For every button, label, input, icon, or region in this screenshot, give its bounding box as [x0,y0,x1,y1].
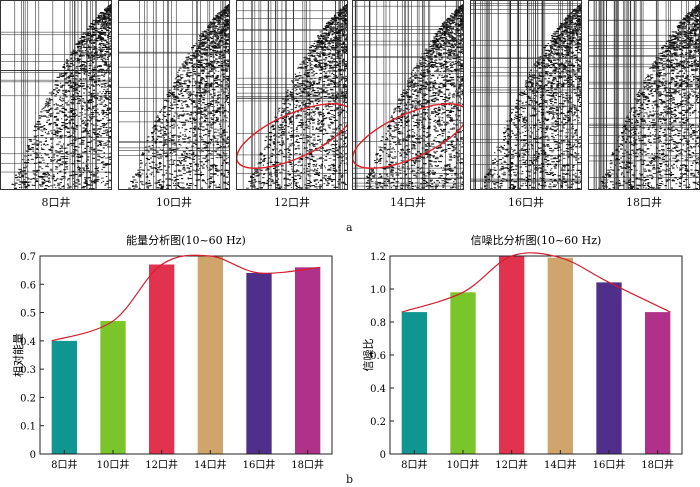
x-tick-label: 12口井 [145,458,178,471]
bar-12口井 [499,256,525,454]
panel-label-12: 12口井 [274,196,310,209]
chart-title: 信噪比分析图(10~60 Hz) [471,233,602,247]
y-axis-label: 相对能量 [11,333,25,377]
panel-label-14: 14口井 [390,196,426,209]
y-tick-label: 0.7 [20,252,36,263]
y-tick-label: 0.6 [20,280,36,291]
trend-line [401,252,671,313]
y-tick-label: 0.5 [20,309,36,320]
highlight-ellipse [353,103,463,169]
y-tick-label: 0.2 [370,417,386,428]
x-tick-label: 16口井 [593,458,626,471]
x-tick-label: 16口井 [243,458,276,471]
seismic-panel-image [353,1,463,189]
seismic-panel-16 [470,0,582,190]
y-tick-label: 0.3 [20,365,36,376]
x-tick-label: 14口井 [194,458,227,471]
seismic-panel-image [237,1,347,189]
part-b-label: b [346,473,354,486]
seismic-panel-18 [588,0,700,190]
seismic-panel-14 [352,0,464,190]
y-tick-label: 0.8 [370,318,386,329]
seismic-panel-10 [118,0,230,190]
x-tick-label: 14口井 [544,458,577,471]
x-tick-label: 10口井 [447,458,480,471]
seismic-panel-12 [236,0,348,190]
bar-8口井 [401,312,427,454]
y-tick-label: 1.2 [370,252,386,263]
panel-label-18: 18口井 [626,196,662,209]
bar-12口井 [149,264,175,454]
bar-14口井 [197,256,223,454]
seismic-noise-region [11,3,111,189]
seismic-panel-image [589,1,699,189]
x-tick-label: 12口井 [495,458,528,471]
y-tick-label: 0 [30,450,36,461]
x-tick-label: 18口井 [291,458,324,471]
seismic-panel-image [1,1,111,189]
x-tick-label: 8口井 [51,458,77,471]
seismic-noise-region [597,3,699,189]
snr-chart: 信噪比分析图(10~60 Hz) 信噪比 0 0.2 0.4 0.6 0.8 1.0 1.2 8口… [362,233,683,471]
y-tick-label: 0.2 [20,393,36,404]
chart-title: 能量分析图(10~60 Hz) [126,233,246,247]
plot-frame [389,255,683,455]
x-tick-label: 18口井 [641,458,674,471]
trend-line [51,254,321,342]
bar-18口井 [295,267,321,454]
x-tick-label: 8口井 [401,458,427,471]
seismic-noise-region [365,3,463,189]
bar-8口井 [51,340,77,454]
part-a-label: a [346,221,353,234]
seismic-noise-region [479,3,581,189]
y-tick-label: 0.6 [370,351,386,362]
y-tick-label: 0.4 [370,384,386,395]
bar-18口井 [645,312,671,454]
highlight-ellipse [237,103,347,169]
seismic-panel-image [471,1,581,189]
panel-label-16: 16口井 [508,196,544,209]
seismic-trace-grid [237,1,347,189]
panel-label-8: 8口井 [41,196,71,209]
bar-16口井 [596,282,622,454]
panel-label-10: 10口井 [156,196,192,209]
seismic-noise-region [127,3,229,189]
bar-14口井 [547,257,573,454]
y-tick-label: 0 [380,450,386,461]
y-axis-label: 信噪比 [362,339,375,372]
seismic-panel-image [119,1,229,189]
y-tick-label: 0.4 [20,337,36,348]
plot-frame [39,255,333,455]
y-tick-label: 0.1 [20,422,36,433]
bar-10口井 [450,292,476,454]
y-tick-label: 1.0 [370,285,386,296]
bar-16口井 [246,272,272,454]
bar-10口井 [100,321,126,454]
x-tick-label: 10口井 [97,458,130,471]
energy-chart: 能量分析图(10~60 Hz) 相对能量 0 0.1 0.2 0.3 0.4 0.5 0.6 0.… [11,233,333,471]
seismic-panel-8 [0,0,112,190]
